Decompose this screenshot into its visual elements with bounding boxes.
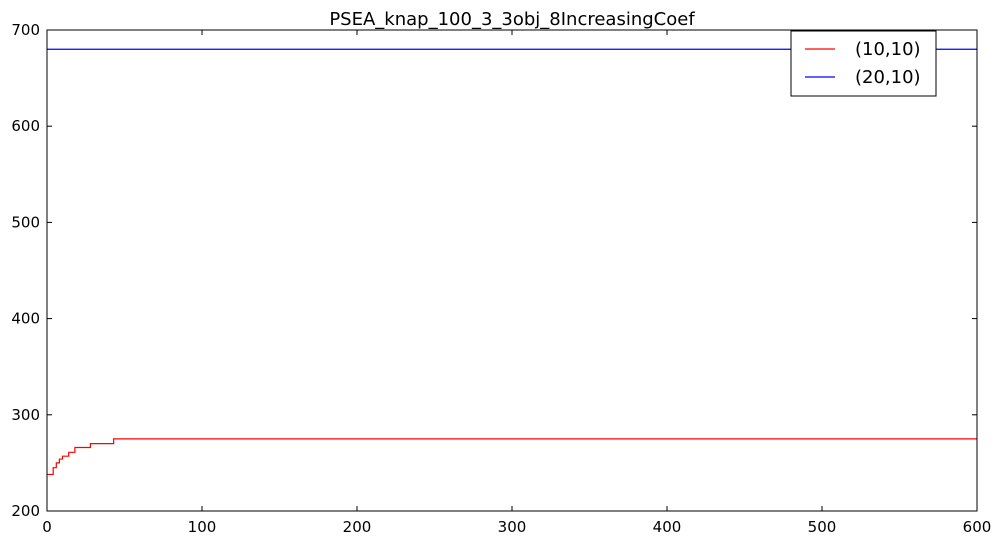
x-tick-label: 300 (498, 518, 527, 536)
y-tick-label: 300 (11, 406, 40, 424)
legend: (10,10) (20,10) (790, 30, 937, 97)
series-layer (47, 48, 977, 476)
y-tick-label: 400 (11, 310, 40, 328)
x-tick-label: 0 (42, 518, 52, 536)
y-tick-label: 200 (11, 502, 40, 520)
series-line-0 (47, 438, 977, 476)
legend-label-1: (20,10) (855, 67, 921, 88)
y-tick-label: 500 (11, 213, 40, 231)
chart-title: PSEA_knap_100_3_3obj_8IncreasingCoef (329, 9, 695, 30)
legend-box (790, 30, 937, 97)
legend-label-0: (10,10) (855, 39, 921, 60)
x-tick-label: 500 (808, 518, 837, 536)
x-tick-label: 600 (963, 518, 992, 536)
x-tick-label: 400 (653, 518, 682, 536)
y-tick-label: 600 (11, 117, 40, 135)
x-tick-label: 200 (343, 518, 372, 536)
y-tick-label: 700 (11, 21, 40, 39)
axis-ticks: 0 100 200 300 400 500 600 200 300 400 500 600 700 (11, 21, 991, 536)
x-tick-label: 100 (188, 518, 217, 536)
